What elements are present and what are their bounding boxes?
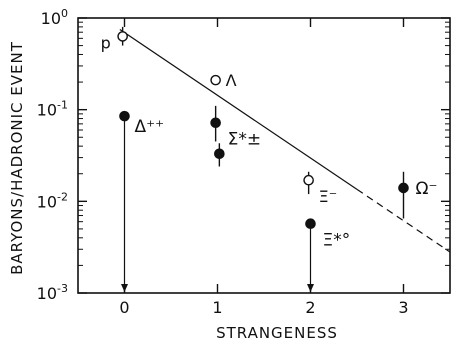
point-label: Λ	[226, 71, 237, 90]
point-label: Ω⁻	[416, 179, 438, 199]
filled-circle-point	[305, 218, 316, 230]
plot-frame	[77, 17, 451, 294]
x-tick-label: 0	[119, 298, 129, 317]
point-label: p	[101, 33, 111, 52]
x-axis-title: STRANGENESS	[216, 324, 338, 342]
point-label: Σ*±	[228, 130, 262, 150]
y-axis-title: BARYONS/HADRONIC EVENT	[8, 41, 26, 275]
open-circle-point	[210, 74, 221, 86]
upper-limit-arrowhead	[307, 284, 314, 292]
filled-circle-point	[214, 148, 225, 160]
open-circle-point	[117, 31, 128, 42]
fit-line-group	[119, 28, 451, 253]
y-tick-label: 10-3	[37, 282, 68, 303]
filled-circle-point	[398, 182, 409, 194]
x-tick-label: 2	[305, 298, 315, 317]
point-label: Ξ*°	[323, 231, 351, 251]
point-labels-group: p Λ Ξ⁻ Δ⁺⁺ Σ*± Ξ*° Ω⁻	[101, 33, 438, 250]
y-tick-label: 10-1	[37, 99, 68, 120]
fit-line-solid	[119, 28, 358, 190]
x-tick-label: 3	[398, 298, 408, 317]
point-label: Ξ⁻	[319, 187, 338, 206]
point-label: Δ⁺⁺	[135, 117, 165, 137]
y-tick-label: 10-2	[37, 190, 68, 211]
upper-limit-arrowhead	[121, 284, 128, 292]
filled-circle-point	[210, 117, 221, 129]
plot-axes: 10-3 10-2 10-1 100 0 1 2 3	[37, 7, 451, 317]
data-points-group	[117, 26, 409, 292]
open-circle-point	[303, 174, 314, 186]
y-tick-label: 100	[41, 7, 68, 28]
x-tick-label: 1	[212, 298, 222, 317]
filled-circle-point	[119, 110, 130, 122]
fit-line-dashed	[356, 188, 451, 253]
